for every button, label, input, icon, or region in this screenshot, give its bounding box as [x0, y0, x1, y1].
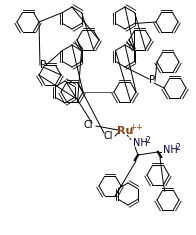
Text: Cl: Cl — [83, 120, 93, 130]
Text: Cl: Cl — [103, 131, 113, 141]
Text: NH: NH — [133, 138, 148, 148]
Text: P: P — [149, 75, 155, 85]
Text: 2: 2 — [176, 143, 181, 152]
Text: P: P — [40, 60, 46, 70]
Text: Ru: Ru — [117, 126, 133, 136]
Text: 2: 2 — [146, 136, 151, 145]
Text: NH: NH — [163, 145, 178, 155]
Text: ++: ++ — [129, 122, 143, 132]
